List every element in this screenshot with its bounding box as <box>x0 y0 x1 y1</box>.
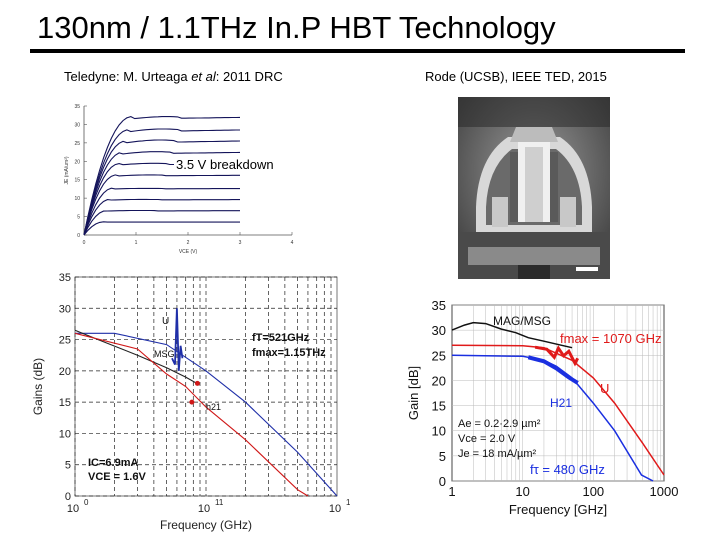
left-citation: Teledyne: M. Urteaga et al: 2011 DRC <box>64 69 283 84</box>
gains-right-label-h21: H21 <box>550 396 572 410</box>
gains-right-y-axis-label: Gain [dB] <box>406 366 421 420</box>
gains-left-y-tick-label: 30 <box>59 303 71 315</box>
gains-chart-teledyne: 0510152025303510010111012Frequency (GHz)… <box>31 272 350 532</box>
gains-left-label-ic: IC=6.9mA <box>88 457 138 469</box>
gains-left-y-tick-label: 0 <box>65 491 71 503</box>
gains-right-y-tick-label: 30 <box>432 323 446 338</box>
gains-left-y-tick-label: 20 <box>59 366 71 378</box>
gains-left-y-tick-label: 5 <box>65 460 71 472</box>
gains-right-y-tick-label: 0 <box>439 474 446 489</box>
gains-left-y-tick-label: 10 <box>59 428 71 440</box>
iv-curve <box>83 174 240 236</box>
iv-x-tick-label: 0 <box>83 240 86 246</box>
iv-y-tick-label: 15 <box>74 178 80 184</box>
iv-curve <box>83 116 241 236</box>
gains-right-x-tick-label: 1 <box>448 484 455 499</box>
iv-curve <box>83 128 240 236</box>
iv-curve <box>83 187 240 236</box>
gains-right-h21-measured <box>527 355 579 385</box>
iv-y-tick-label: 5 <box>77 215 80 221</box>
gains-left-label-vce: VCE = 1.6V <box>88 471 146 483</box>
gains-left-label-fmax: fmax=1.15THz <box>252 347 326 359</box>
gains-right-label-ae: Ae = 0.2·2.9 µm² <box>458 418 541 430</box>
gains-left-x-tick-label: 10 <box>198 503 210 515</box>
gains-left-y-tick-label: 25 <box>59 335 71 347</box>
gains-right-label-fmax: fmax = 1070 GHz <box>560 331 662 346</box>
left-citation-italic: et al <box>191 69 216 84</box>
gains-left-x-tick-exponent: 0 <box>84 498 89 507</box>
gains-right-y-tick-label: 20 <box>432 373 446 388</box>
gains-right-u-measured <box>534 345 580 367</box>
iv-y-axis-label: JE (mA/um²) <box>64 156 70 184</box>
iv-y-tick-label: 20 <box>74 159 80 165</box>
left-citation-suffix: : 2011 DRC <box>215 69 283 84</box>
gains-left-label-msg: MSG <box>154 349 175 359</box>
iv-x-tick-label: 4 <box>291 240 294 246</box>
iv-curve <box>83 139 241 236</box>
iv-annotation-background <box>174 156 290 172</box>
iv-curve-chart: 0 1 2 3 4 0 5 10 15 20 25 30 35 VCE (V) JE (mA/um²) 3.5… <box>64 104 294 255</box>
gains-left-resonance <box>171 308 184 371</box>
gains-left-x-tick-label: 10 <box>67 503 79 515</box>
slide-title: 130nm / 1.1THz In.P HBT Technology <box>37 10 556 45</box>
gains-right-x-axis-label: Frequency [GHz] <box>509 502 607 517</box>
gains-right-y-tick-label: 35 <box>432 298 446 313</box>
gains-right-y-tick-label: 15 <box>432 399 446 414</box>
gains-right-series-u <box>451 344 665 476</box>
gains-chart-ucsb: 0 5 10 15 20 25 30 35 1 10 100 1000 Frequency [GHz] G… <box>406 298 679 517</box>
left-citation-prefix: Teledyne: M. Urteaga <box>64 69 192 84</box>
iv-x-axis-label: VCE (V) <box>179 249 198 255</box>
iv-curve <box>83 221 240 236</box>
iv-curve <box>83 151 241 236</box>
gains-left-marker <box>194 380 200 386</box>
iv-y-tick-label: 10 <box>74 196 80 202</box>
gains-left-y-tick-label: 15 <box>59 397 71 409</box>
gains-left-marker <box>189 399 195 405</box>
gains-right-label-ft: fτ = 480 GHz <box>530 462 605 477</box>
gains-right-y-tick-label: 25 <box>432 348 446 363</box>
gains-left-x-axis-label: Frequency (GHz) <box>160 518 252 532</box>
gains-right-label-u: U <box>600 381 609 396</box>
gains-left-label-h21: h21 <box>206 402 221 412</box>
gains-right-plot-area <box>451 304 665 482</box>
gains-left-series-h21 <box>74 332 309 497</box>
gains-left-label-u: U <box>162 316 169 327</box>
right-citation: Rode (UCSB), IEEE TED, 2015 <box>425 69 607 84</box>
gains-right-y-tick-label: 5 <box>439 449 446 464</box>
iv-y-tick-label: 35 <box>74 104 80 110</box>
iv-x-tick-label: 1 <box>135 240 138 246</box>
gains-right-series-mag-msg <box>451 321 573 349</box>
iv-curve <box>83 198 240 236</box>
iv-breakdown-annotation: 3.5 V breakdown <box>176 157 274 172</box>
gains-left-x-tick-label: 10 <box>329 503 341 515</box>
gains-left-series-u <box>75 332 338 497</box>
iv-x-tick-label: 3 <box>239 240 242 246</box>
title-underline <box>30 49 685 53</box>
gains-right-label-magmsg: MAG/MSG <box>493 314 551 328</box>
gains-left-label-ft: fT=521GHz <box>252 332 310 344</box>
gains-right-label-vce: Vce = 2.0 V <box>458 433 516 445</box>
gains-left-x-tick-exponent: 11 <box>215 498 224 507</box>
gains-right-label-je: Je = 18 mA/µm² <box>458 448 537 460</box>
gains-right-y-tick-label: 10 <box>432 424 446 439</box>
gains-left-x-tick-exponent: 12 <box>346 498 350 507</box>
tem-micrograph-image <box>458 97 610 279</box>
iv-curve <box>83 209 240 236</box>
iv-y-tick-label: 30 <box>74 122 80 128</box>
gains-right-x-tick-label: 100 <box>582 484 604 499</box>
gains-right-x-tick-label: 10 <box>515 484 529 499</box>
iv-y-tick-label: 25 <box>74 141 80 147</box>
gains-left-y-axis-label: Gains (dB) <box>31 358 45 415</box>
gains-left-y-tick-label: 35 <box>59 272 71 284</box>
gains-right-x-tick-label: 1000 <box>650 484 679 499</box>
iv-x-tick-label: 2 <box>187 240 190 246</box>
iv-y-tick-label: 0 <box>77 233 80 239</box>
